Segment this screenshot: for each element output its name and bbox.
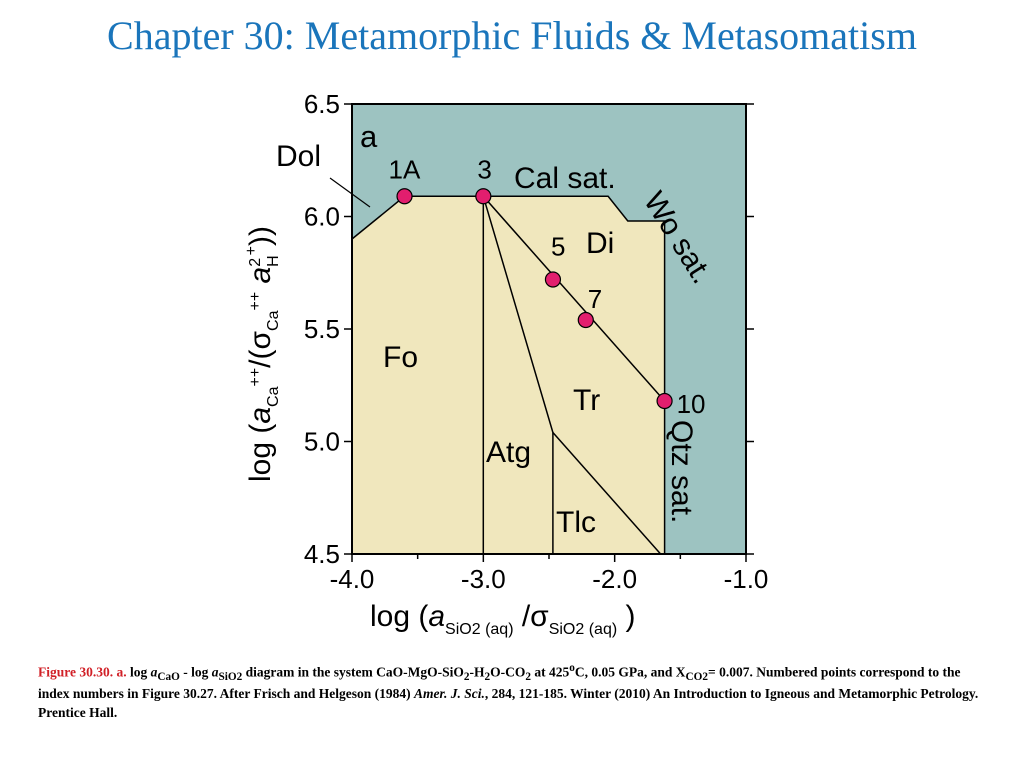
boundary-tr-tlc [552,432,662,555]
figure-caption: Figure 30.30. a. log aCaO - log aSiO2 di… [38,662,979,720]
index-point-label: 3 [477,154,491,184]
index-point-label: 5 [551,232,565,262]
x-tick-label: -3.0 [461,564,506,594]
field-label-atg: Atg [486,436,531,469]
x-axis-label: log (aSiO2 (aq) /σSiO2 (aq) ) [370,600,636,638]
field-label-tr: Tr [573,384,600,417]
x-tick-label: -1.0 [724,564,769,594]
index-point-3 [475,188,492,205]
field-label-fo: Fo [383,341,418,374]
field-label-tlc: Tlc [556,506,596,539]
field-label-di: Di [586,227,614,260]
x-tick-label: -4.0 [330,564,375,594]
y-tick-label: 6.0 [304,202,340,232]
field-label-dol: Dol [276,140,321,173]
panel-label: a [360,119,378,154]
index-point-label: 1A [389,154,421,184]
index-point-1a [396,188,413,205]
y-tick-label: 4.5 [304,539,340,569]
y-axis-label: log (aCa++/(σCa++ a2H+)) [243,226,282,482]
index-point-label: 7 [588,284,602,314]
index-point-7 [577,311,594,329]
phase-diagram: -4.0 -3.0 -2.0 -1.04.55.05.56.06.5 1A 35710 … [243,89,769,638]
slide-title: Chapter 30: Metamorphic Fluids & Metasom… [107,13,917,58]
index-point-label: 10 [677,389,706,419]
index-point-5 [544,271,562,288]
dol-leader-line [329,177,371,208]
field-label-qtz-sat: Qtz sat. [665,420,698,523]
y-tick-label: 5.5 [304,314,340,344]
caption-label: Figure 30.30. a. [38,664,127,680]
y-tick-label: 5.0 [304,427,340,457]
field-label-cal-sat: Cal sat. [514,162,616,195]
stable-phase-field [352,196,665,555]
boundary-di-tr [482,195,666,402]
index-point-10 [656,392,673,410]
x-tick-label: -2.0 [592,564,637,594]
y-tick-label: 6.5 [304,89,340,119]
journal-name: Amer. J. Sci. [414,686,485,702]
